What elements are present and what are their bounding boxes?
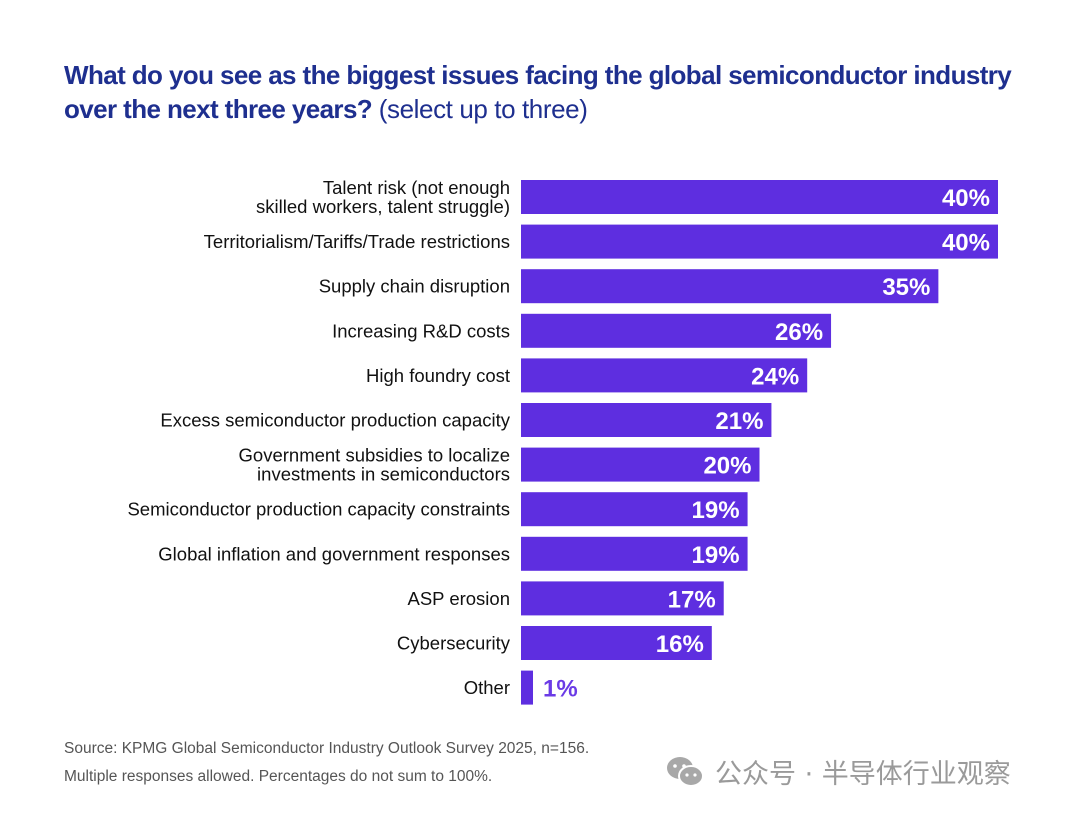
chart-subtitle: (select up to three): [378, 94, 588, 124]
bar-2: [521, 269, 939, 304]
value-label-2: 35%: [882, 274, 930, 301]
bar-5: [521, 403, 772, 437]
value-label-5: 21%: [715, 408, 763, 435]
category-label-line: skilled workers, talent struggle): [256, 196, 510, 217]
value-label-1: 40%: [942, 230, 990, 257]
value-label-11: 1%: [543, 676, 578, 703]
source-note: Source: KPMG Global Semiconductor Indust…: [64, 740, 590, 757]
bar-4: [521, 358, 808, 393]
value-label-10: 16%: [656, 631, 704, 658]
bar-10: [521, 626, 712, 660]
category-label-0: Talent risk (not enough skilled workers, …: [256, 177, 510, 217]
value-label-9: 17%: [668, 586, 716, 613]
category-label-line: investments in semiconductors: [257, 464, 510, 485]
category-label-4: High foundry cost: [366, 365, 510, 386]
category-label-line: Government subsidies to localize: [239, 445, 510, 466]
value-label-8: 19%: [692, 542, 740, 569]
wechat-icon: [665, 755, 705, 789]
category-label-line: Talent risk (not enough: [323, 177, 510, 198]
bar-9: [521, 581, 724, 616]
watermark: 公众号 · 半导体行业观察: [665, 752, 1011, 791]
bar-3: [521, 313, 832, 348]
category-label-3: Increasing R&D costs: [332, 320, 510, 341]
category-label-2: Supply chain disruption: [319, 276, 510, 297]
category-label-6: Government subsidies to localize investme…: [239, 445, 510, 485]
value-label-0: 40%: [942, 185, 990, 212]
category-label-11: Other: [464, 677, 510, 698]
value-label-4: 24%: [751, 363, 799, 390]
bar-7: [521, 492, 748, 527]
category-label-5: Excess semiconductor production capacity: [160, 410, 510, 431]
category-label-10: Cybersecurity: [397, 633, 511, 654]
value-label-3: 26%: [775, 319, 823, 346]
bar-0: [521, 180, 998, 214]
value-label-7: 19%: [692, 497, 740, 524]
watermark-text: 公众号 · 半导体行业观察: [715, 759, 1011, 790]
value-label-6: 20%: [703, 453, 751, 480]
category-label-1: Territorialism/Tariffs/Trade restriction…: [204, 231, 510, 252]
bar-1: [521, 224, 998, 259]
footnote: Multiple responses allowed. Percentages …: [64, 768, 493, 785]
chart-title-main: What do you see as the biggest issues fa…: [64, 60, 1012, 124]
category-label-7: Semiconductor production capacity constr…: [127, 499, 510, 520]
bar-6: [521, 447, 760, 482]
bar-8: [521, 536, 748, 571]
bar-11: [521, 670, 533, 705]
chart-title: What do you see as the biggest issues fa…: [64, 58, 1024, 126]
category-label-8: Global inflation and government response…: [158, 543, 510, 564]
category-label-9: ASP erosion: [408, 588, 511, 609]
